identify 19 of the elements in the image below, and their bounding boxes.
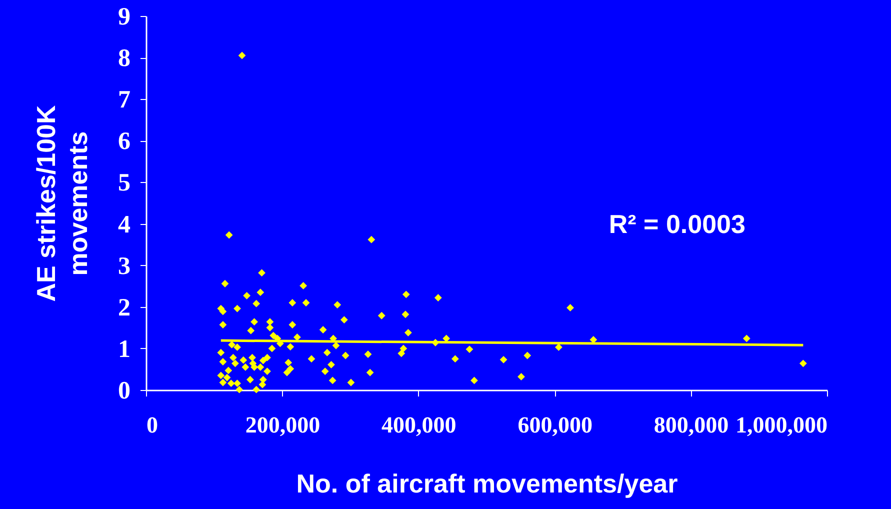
y-tick-label: 8	[118, 45, 130, 72]
y-axis-title: AE strikes/100K movements	[31, 104, 93, 302]
y-tick-label: 4	[118, 211, 131, 238]
x-tick-label: 400,000	[382, 412, 456, 438]
x-tick-label: 0	[146, 412, 158, 438]
y-tick-label: 0	[118, 378, 130, 404]
annotation: R² = 0.0003	[608, 209, 746, 239]
x-axis-title: No. of aircraft movements/year	[296, 468, 678, 498]
y-tick-label: 9	[118, 4, 130, 30]
x-tick-label: 800,000	[654, 412, 729, 438]
y-tick-label: 5	[118, 170, 130, 197]
y-tick-label: 6	[118, 128, 130, 156]
y-tick-label: 1	[118, 336, 130, 363]
y-tick-label: 3	[118, 252, 130, 280]
y-tick-label: 7	[118, 86, 130, 114]
x-tick-label: 1,000,000	[736, 412, 828, 438]
x-tick-label: 200,000	[245, 412, 320, 438]
x-tick-label: 600,000	[518, 412, 592, 438]
y-tick-label: 2	[118, 294, 130, 322]
